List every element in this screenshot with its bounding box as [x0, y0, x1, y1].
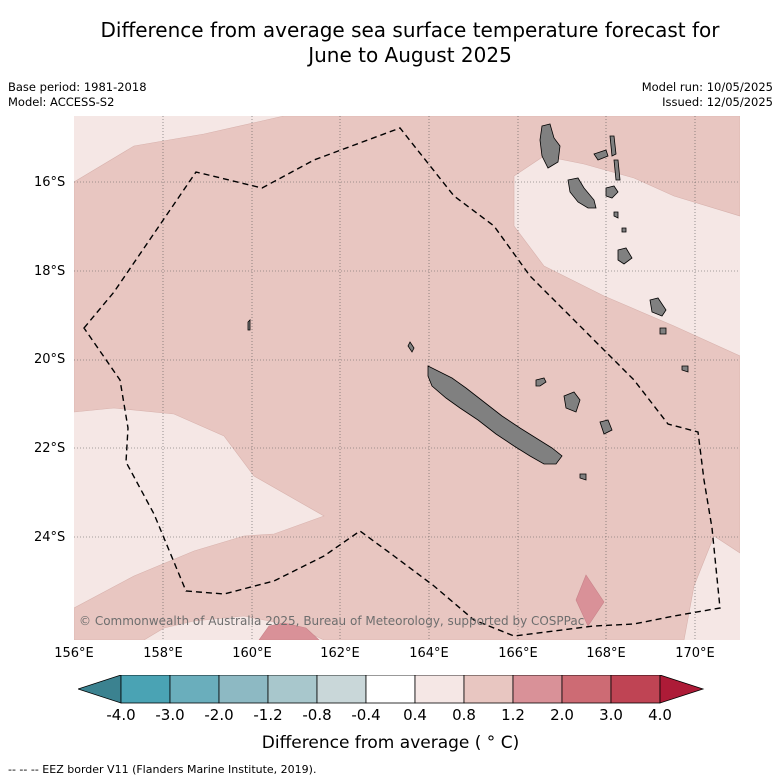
- anomaly-region-strong-2: [575, 574, 605, 627]
- lon-label: 166°E: [498, 646, 538, 661]
- aneityum: [659, 327, 667, 335]
- map: [73, 115, 741, 641]
- colorbar-tick-label: -3.0: [155, 706, 185, 724]
- lon-label: 162°E: [320, 646, 360, 661]
- pentecost: [609, 135, 617, 157]
- colorbar-segment: [561, 675, 612, 704]
- colorbar-segment: [512, 675, 563, 704]
- lat-label: 20°S: [34, 352, 66, 367]
- gridlines: [74, 116, 740, 640]
- colorbar-segment: [169, 675, 220, 704]
- anatom-2: [681, 365, 689, 373]
- colorbar-tick-label: 1.2: [501, 706, 525, 724]
- lat-label: 16°S: [34, 175, 66, 190]
- lat-label: 24°S: [34, 530, 66, 545]
- meta-right: Model run: 10/05/2025 Issued: 12/05/2025: [642, 80, 773, 110]
- lon-label: 158°E: [143, 646, 183, 661]
- lon-label: 170°E: [675, 646, 715, 661]
- colorbar-tick-label: 4.0: [648, 706, 672, 724]
- small-islet-2: [621, 227, 627, 233]
- colorbar-tick-label: 0.4: [403, 706, 427, 724]
- colorbar-under-extension: [78, 675, 122, 704]
- efate: [605, 185, 619, 199]
- colorbar-segment: [365, 675, 416, 704]
- copyright-text: © Commonwealth of Australia 2025, Bureau…: [79, 614, 585, 628]
- colorbar-tick-label: -4.0: [106, 706, 136, 724]
- colorbar-tick-label: -0.8: [302, 706, 332, 724]
- colorbar-segment: [316, 675, 367, 704]
- lon-label: 160°E: [232, 646, 272, 661]
- lon-label: 164°E: [409, 646, 449, 661]
- legend-footnote: -- -- -- EEZ border V11 (Flanders Marine…: [8, 763, 317, 776]
- model-name: Model: ACCESS-S2: [8, 95, 115, 109]
- chart-title: Difference from average sea surface temp…: [40, 18, 780, 68]
- map-svg: [73, 115, 741, 641]
- colorbar-tick-label: 2.0: [550, 706, 574, 724]
- title-line-1: Difference from average sea surface temp…: [100, 18, 720, 42]
- lat-label: 18°S: [34, 264, 66, 279]
- issued-date: Issued: 12/05/2025: [662, 95, 773, 109]
- espiritu-santo: [539, 123, 561, 169]
- colorbar-tick-label: -2.0: [204, 706, 234, 724]
- tanna: [649, 297, 667, 317]
- ouvea-island: [535, 377, 547, 387]
- colorbar-segment: [120, 675, 171, 704]
- colorbar-tick-label: -1.2: [253, 706, 283, 724]
- malakula: [567, 177, 597, 209]
- colorbar: [78, 675, 705, 704]
- colorbar-title: Difference from average ( ° C): [261, 733, 520, 753]
- colorbar-tick-label: 0.8: [452, 706, 476, 724]
- belep-island: [407, 341, 415, 353]
- ambae: [593, 149, 609, 161]
- colorbar-segment: [610, 675, 661, 704]
- lat-label: 22°S: [34, 441, 66, 456]
- colorbar-segment: [463, 675, 514, 704]
- land: [247, 123, 689, 481]
- model-run: Model run: 10/05/2025: [641, 80, 773, 94]
- chesterfield-island: [247, 319, 251, 331]
- erromango: [617, 247, 633, 265]
- meta-left: Base period: 1981-2018 Model: ACCESS-S2: [8, 80, 147, 110]
- title-line-2: June to August 2025: [308, 43, 512, 67]
- eez-border: [83, 127, 721, 637]
- colorbar-tick-label: 3.0: [599, 706, 623, 724]
- colorbar-segment: [218, 675, 269, 704]
- base-period: Base period: 1981-2018: [8, 80, 147, 94]
- ile-des-pins: [579, 473, 587, 481]
- mare-island: [599, 419, 613, 435]
- lon-label: 156°E: [54, 646, 94, 661]
- maewo: [613, 159, 621, 181]
- small-islet-1: [613, 211, 619, 219]
- lon-label: 168°E: [586, 646, 626, 661]
- colorbar-segment: [414, 675, 465, 704]
- new-caledonia-main-island: [427, 365, 563, 465]
- colorbar-tick-label: -0.4: [351, 706, 381, 724]
- colorbar-segment: [267, 675, 318, 704]
- lifou-island: [563, 391, 581, 413]
- colorbar-over-extension: [659, 675, 705, 704]
